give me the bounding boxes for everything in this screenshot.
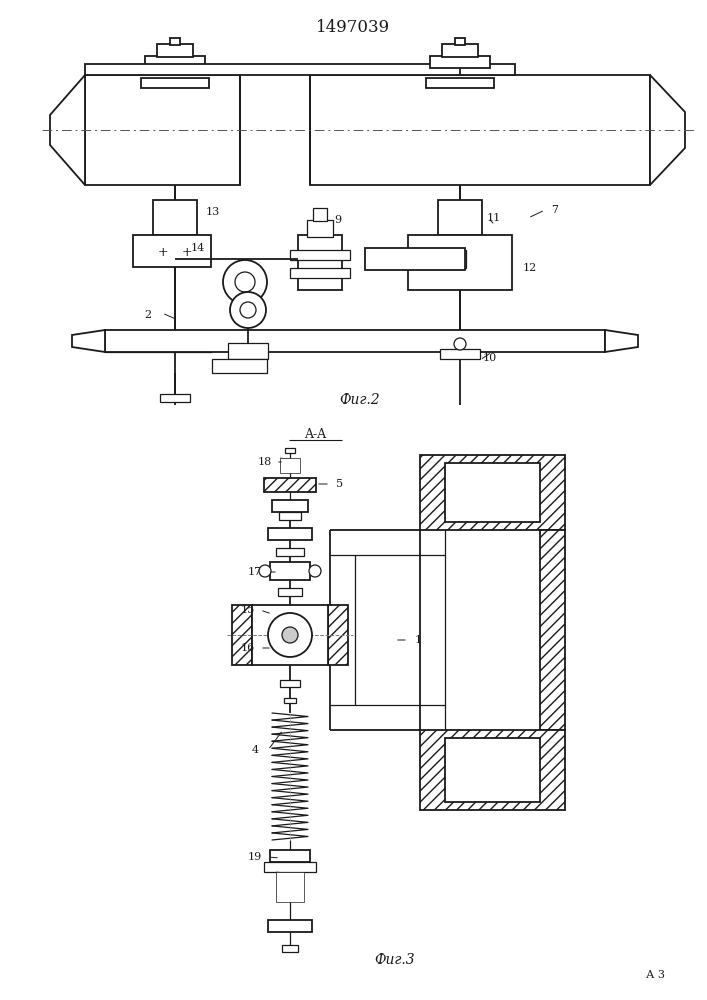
Text: 5: 5: [337, 479, 344, 489]
Bar: [307, 220, 333, 237]
Bar: [276, 548, 304, 556]
Polygon shape: [72, 330, 105, 352]
Bar: [280, 458, 300, 473]
Bar: [313, 208, 327, 221]
Bar: [170, 38, 180, 45]
Text: +: +: [182, 245, 192, 258]
Bar: [276, 872, 304, 902]
Bar: [133, 235, 211, 267]
Bar: [105, 330, 605, 352]
Bar: [420, 455, 565, 530]
Bar: [264, 478, 316, 492]
Circle shape: [230, 292, 266, 328]
Bar: [310, 75, 650, 185]
Bar: [268, 920, 312, 932]
Bar: [290, 268, 350, 278]
Text: 15: 15: [241, 605, 255, 615]
Bar: [425, 250, 441, 268]
Circle shape: [240, 302, 256, 318]
Bar: [540, 530, 565, 730]
Bar: [445, 738, 540, 802]
Bar: [426, 78, 494, 88]
Bar: [278, 588, 302, 596]
Bar: [455, 38, 465, 45]
Bar: [228, 270, 248, 293]
Bar: [365, 248, 465, 270]
Text: 12: 12: [523, 263, 537, 273]
Bar: [280, 680, 300, 687]
Text: А 3: А 3: [645, 970, 665, 980]
Bar: [85, 75, 240, 185]
Bar: [268, 528, 312, 540]
Bar: [264, 862, 316, 872]
Bar: [290, 250, 350, 260]
Bar: [375, 250, 391, 268]
Polygon shape: [650, 75, 685, 185]
Bar: [298, 235, 342, 290]
Bar: [160, 394, 190, 402]
Bar: [270, 850, 310, 862]
Text: 11: 11: [487, 213, 501, 223]
Bar: [400, 250, 416, 268]
Bar: [282, 945, 298, 952]
Bar: [153, 200, 197, 235]
Text: A-A: A-A: [304, 428, 326, 442]
Bar: [430, 56, 490, 68]
Bar: [212, 359, 267, 373]
Polygon shape: [605, 330, 638, 352]
Text: 9: 9: [334, 215, 341, 225]
Text: Фиг.3: Фиг.3: [375, 953, 415, 967]
Bar: [85, 64, 515, 75]
Circle shape: [268, 613, 312, 657]
Bar: [232, 605, 252, 665]
Text: 10: 10: [483, 353, 497, 363]
Text: 14: 14: [191, 243, 205, 253]
Bar: [270, 562, 310, 580]
Bar: [284, 698, 296, 703]
Text: 2: 2: [144, 310, 151, 320]
Text: 1497039: 1497039: [316, 19, 390, 36]
Bar: [285, 448, 295, 453]
Polygon shape: [50, 75, 85, 185]
Bar: [272, 500, 308, 512]
Bar: [440, 349, 480, 359]
Bar: [408, 235, 512, 290]
Bar: [157, 44, 193, 57]
Circle shape: [454, 338, 466, 350]
Circle shape: [223, 260, 267, 304]
Text: 13: 13: [206, 207, 220, 217]
Text: 18: 18: [258, 457, 272, 467]
Circle shape: [259, 565, 271, 577]
Circle shape: [282, 627, 298, 643]
Text: 4: 4: [252, 745, 259, 755]
Circle shape: [309, 565, 321, 577]
Text: 7: 7: [551, 205, 559, 215]
Bar: [445, 463, 540, 522]
Circle shape: [235, 272, 255, 292]
Bar: [279, 512, 301, 520]
Text: 19: 19: [248, 852, 262, 862]
Bar: [228, 343, 268, 359]
Text: +: +: [158, 245, 168, 258]
Bar: [252, 605, 328, 665]
Text: 17: 17: [248, 567, 262, 577]
Bar: [141, 78, 209, 88]
Bar: [420, 730, 565, 810]
Text: Фиг.2: Фиг.2: [339, 393, 380, 407]
Text: 1: 1: [414, 635, 421, 645]
Text: 16: 16: [241, 643, 255, 653]
Bar: [442, 44, 478, 57]
Bar: [438, 200, 482, 235]
Bar: [328, 605, 348, 665]
Bar: [145, 56, 205, 68]
Bar: [450, 250, 466, 268]
